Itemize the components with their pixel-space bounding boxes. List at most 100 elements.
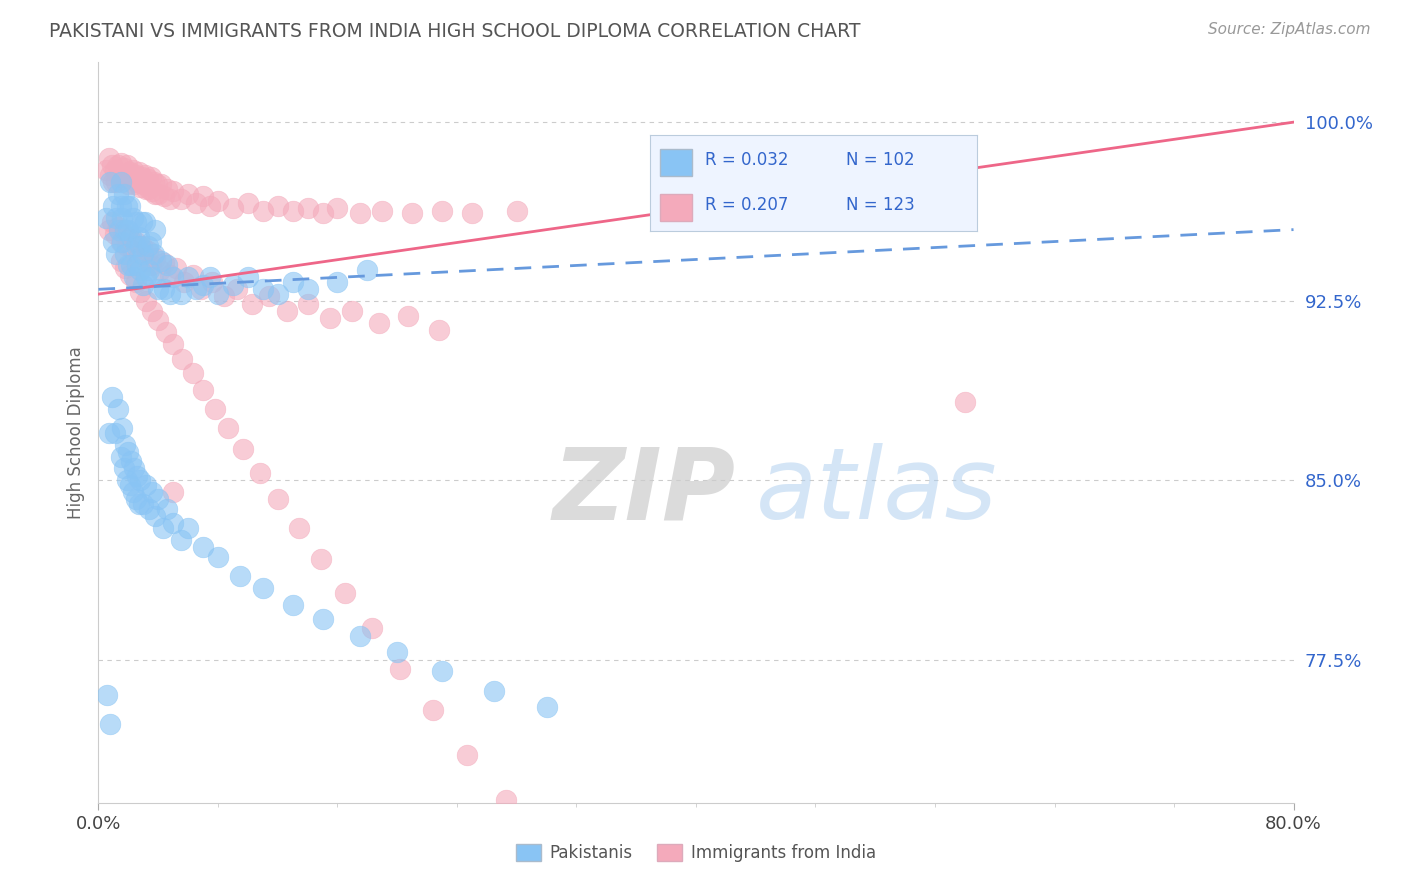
Point: [117, 178, 139, 192]
Point: [309, 552, 332, 566]
Point: [139, 235, 162, 249]
Point: [232, 442, 254, 457]
Point: [430, 203, 453, 218]
Point: [495, 793, 517, 807]
Point: [135, 478, 157, 492]
Point: [107, 186, 129, 201]
Point: [114, 222, 136, 236]
Point: [120, 454, 142, 468]
Point: [142, 246, 165, 260]
Point: [129, 179, 152, 194]
Point: [138, 182, 160, 196]
Point: [169, 533, 191, 547]
Point: [112, 161, 135, 175]
Point: [326, 201, 349, 215]
Text: N = 123: N = 123: [846, 195, 915, 214]
Point: [98, 717, 122, 731]
Legend: Pakistanis, Immigrants from India: Pakistanis, Immigrants from India: [509, 837, 883, 869]
Point: [165, 260, 187, 275]
Point: [97, 425, 120, 440]
Point: [135, 294, 157, 309]
Point: [135, 182, 157, 196]
Point: [201, 275, 224, 289]
Point: [132, 277, 155, 292]
Point: [105, 175, 128, 189]
Point: [132, 178, 155, 192]
Point: [143, 252, 166, 266]
Point: [110, 253, 132, 268]
Point: [236, 270, 259, 285]
Point: [98, 168, 122, 182]
Point: [212, 289, 235, 303]
Point: [181, 268, 204, 282]
Point: [267, 287, 290, 301]
Point: [127, 468, 149, 483]
Point: [107, 401, 129, 416]
Point: [101, 158, 124, 172]
Point: [342, 303, 364, 318]
Point: [136, 172, 159, 186]
Point: [125, 168, 148, 182]
Point: [131, 170, 153, 185]
Point: [191, 277, 214, 292]
Point: [139, 259, 162, 273]
Point: [162, 337, 184, 351]
Point: [356, 263, 378, 277]
Text: N = 102: N = 102: [846, 152, 914, 169]
Point: [149, 263, 172, 277]
Point: [114, 437, 136, 451]
Point: [204, 401, 226, 416]
Point: [108, 168, 131, 182]
Point: [143, 222, 166, 236]
Point: [110, 450, 132, 464]
Point: [953, 394, 976, 409]
Point: [430, 665, 453, 679]
Point: [267, 199, 290, 213]
Point: [401, 206, 423, 220]
Point: [152, 521, 174, 535]
Point: [172, 351, 194, 366]
Point: [184, 196, 207, 211]
Text: ZIP: ZIP: [553, 443, 735, 541]
Point: [97, 151, 120, 165]
Point: [101, 215, 124, 229]
Point: [121, 162, 143, 177]
Point: [138, 502, 160, 516]
Point: [177, 186, 200, 201]
Point: [191, 383, 214, 397]
Point: [117, 444, 139, 458]
Point: [150, 178, 173, 192]
Point: [311, 206, 333, 220]
Point: [148, 313, 170, 327]
Point: [536, 700, 558, 714]
Point: [229, 569, 252, 583]
Point: [112, 461, 135, 475]
Point: [333, 585, 356, 599]
Point: [107, 220, 129, 235]
Point: [103, 175, 125, 189]
Point: [141, 485, 163, 500]
Point: [143, 186, 166, 201]
Point: [252, 581, 274, 595]
Point: [118, 478, 141, 492]
Point: [156, 502, 179, 516]
Point: [115, 239, 138, 253]
Point: [159, 192, 181, 206]
Point: [124, 178, 146, 192]
Point: [297, 201, 319, 215]
Point: [139, 170, 162, 185]
Point: [131, 215, 153, 229]
Point: [156, 259, 179, 273]
Point: [456, 747, 478, 762]
Point: [129, 239, 152, 253]
Point: [124, 270, 146, 285]
Point: [200, 199, 222, 213]
Point: [207, 287, 229, 301]
Point: [128, 229, 150, 244]
Point: [118, 165, 141, 179]
Point: [110, 199, 132, 213]
Point: [104, 227, 127, 242]
Point: [162, 485, 184, 500]
Point: [101, 390, 124, 404]
Point: [136, 239, 159, 253]
